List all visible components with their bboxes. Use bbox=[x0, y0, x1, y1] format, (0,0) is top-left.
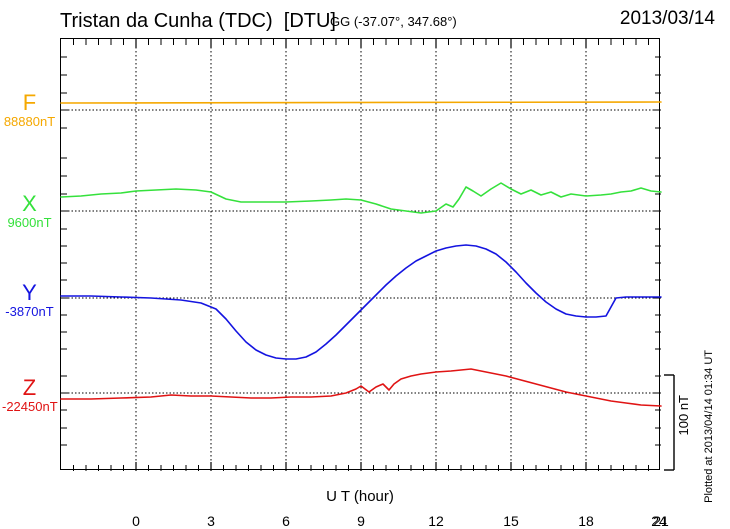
series-line-Y bbox=[61, 245, 661, 359]
xtick-0: 0 bbox=[132, 513, 140, 529]
series-line-F bbox=[61, 102, 661, 103]
scale-bar: 100 nT bbox=[662, 375, 702, 470]
top-ticks bbox=[74, 39, 649, 48]
scale-bar-label: 100 nT bbox=[676, 395, 691, 435]
plotted-timestamp: Plotted at 2013/04/14 01:34 UT bbox=[703, 350, 715, 503]
series-label-X: X 9600nT bbox=[2, 193, 57, 232]
xtick-3: 3 bbox=[207, 513, 215, 529]
right-ticks bbox=[653, 57, 661, 445]
xtick-12: 12 bbox=[428, 513, 444, 529]
xtick-6: 6 bbox=[282, 513, 290, 529]
gridlines-svg bbox=[61, 39, 661, 471]
bottom-ticks bbox=[74, 462, 649, 471]
plot-area: 0 3 6 9 12 15 18 21 24 bbox=[60, 38, 660, 470]
x-axis-title: U T (hour) bbox=[60, 488, 660, 505]
series-label-F: F 88880nT bbox=[2, 92, 57, 131]
series-label-Y: Y -3870nT bbox=[2, 282, 57, 321]
xtick-9: 9 bbox=[357, 513, 365, 529]
vertical-gridlines bbox=[136, 39, 586, 471]
xtick-15: 15 bbox=[503, 513, 519, 529]
xtick-18: 18 bbox=[578, 513, 594, 529]
date-label: 2013/03/14 bbox=[620, 8, 715, 30]
station-title: Tristan da Cunha (TDC) [DTU] bbox=[60, 10, 336, 33]
geo-coords-label: GG (-37.07°, 347.68°) bbox=[330, 14, 457, 29]
series-label-Z: Z -22450nT bbox=[2, 377, 57, 416]
xtick-24: 24 bbox=[651, 513, 667, 529]
magnetogram-chart: Tristan da Cunha (TDC) [DTU] GG (-37.07°… bbox=[0, 0, 730, 520]
left-ticks bbox=[61, 57, 69, 445]
